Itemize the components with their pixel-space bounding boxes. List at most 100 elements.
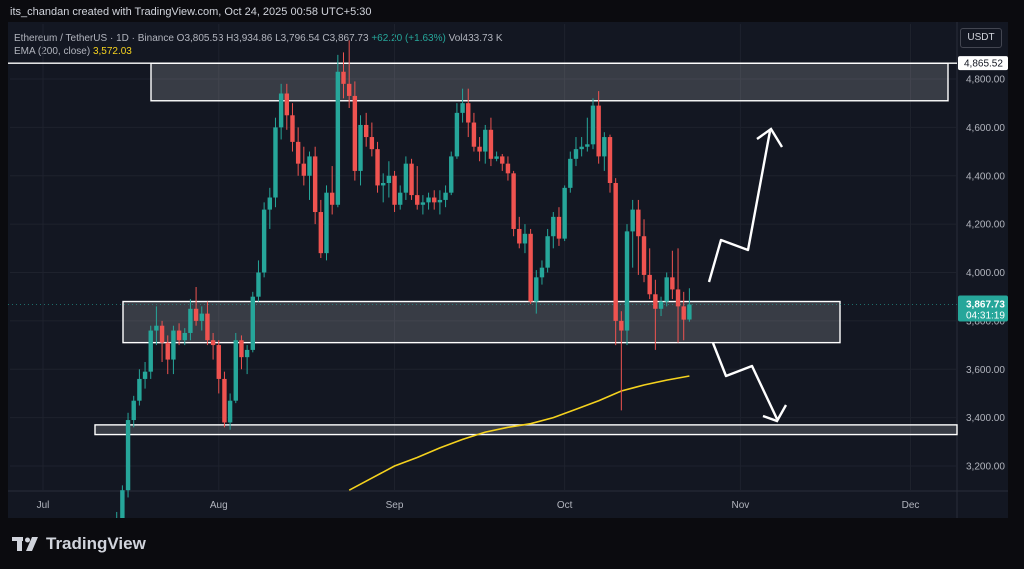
candle-body (188, 308, 193, 333)
candle-body (324, 192, 329, 254)
candle-body (403, 163, 409, 193)
candle-body (454, 112, 460, 157)
candle-body (641, 236, 647, 275)
y-tick-label: 3,200.00 (966, 462, 1005, 473)
candle-body (176, 330, 182, 341)
candle-body (137, 378, 142, 401)
candle-body (267, 197, 272, 210)
tradingview-logo[interactable]: TradingView (12, 534, 146, 554)
candle-body (471, 122, 477, 147)
candle-body (216, 345, 221, 379)
candle-body (278, 93, 284, 128)
y-tick-label: 4,400.00 (966, 171, 1005, 182)
y-tick-label: 4,800.00 (966, 75, 1005, 86)
candle-body (256, 272, 261, 297)
candle-body (602, 137, 607, 157)
change-value: +62.20 (+1.63%) (371, 33, 446, 44)
bullish-arrow (707, 130, 772, 283)
candle-body (607, 137, 613, 184)
y-tick-label: 4,600.00 (966, 123, 1005, 134)
candle-body (295, 141, 301, 164)
candle-body (381, 183, 386, 186)
created-by-text: its_chandan created with TradingView.com… (10, 6, 372, 18)
close-value: C3,867.73 (322, 33, 369, 44)
candle-body (590, 105, 596, 145)
candle-body (290, 115, 295, 142)
candle-body (352, 95, 358, 171)
candle-body (165, 342, 170, 360)
candle-body (483, 129, 488, 152)
candle-body (148, 330, 153, 372)
candle-body (488, 129, 494, 159)
candle-body (244, 349, 250, 358)
chart-frame[interactable] (8, 22, 1008, 518)
candle-body (205, 313, 210, 341)
candle-body (624, 231, 630, 331)
candle-body (210, 340, 216, 346)
candle-body (494, 156, 499, 159)
candle-body (261, 209, 267, 273)
candle-body (534, 277, 539, 302)
footer (0, 518, 1024, 569)
tradingview-logo-icon (12, 537, 38, 551)
brand-name: TradingView (46, 534, 146, 553)
candle-body (636, 209, 641, 237)
candle-body (346, 83, 352, 96)
candle-body (386, 175, 392, 184)
candle-body (120, 490, 125, 520)
candle-body (142, 371, 148, 379)
chart-legend: Ethereum / TetherUS · 1D · Binance O3,80… (14, 32, 503, 58)
candle-body (647, 274, 652, 295)
candle-body (613, 183, 618, 321)
candle-body (409, 163, 414, 196)
candle-body (505, 163, 511, 174)
x-tick-label: Aug (210, 500, 228, 511)
candle-body (250, 296, 255, 350)
candle-body (233, 340, 238, 401)
candle-body (528, 233, 533, 302)
candle-body (568, 158, 573, 188)
candle-body (222, 378, 227, 423)
candle-body (171, 330, 176, 360)
candle-body (199, 313, 204, 321)
candle-body (687, 304, 692, 320)
high-price-label: 4,865.52 (964, 59, 1003, 70)
bullish-arrowhead (756, 127, 784, 148)
candle-body (443, 192, 448, 200)
candle-body (301, 163, 307, 176)
x-tick-label: Dec (902, 500, 920, 511)
candle-body (579, 146, 584, 150)
ema-label[interactable]: EMA (200, close) (14, 46, 91, 57)
current-price-label: 3,867.73 (966, 299, 1005, 310)
candle-body (182, 332, 187, 341)
candle-body (341, 71, 346, 84)
candle-body (227, 400, 233, 423)
candle-body (358, 124, 363, 171)
candle-body (675, 289, 681, 307)
candle-body (511, 173, 516, 229)
candle-body (681, 306, 686, 320)
y-tick-label: 3,800.00 (966, 316, 1005, 327)
bearish-arrowhead (762, 404, 788, 423)
candle-body (551, 216, 556, 237)
candle-body (415, 195, 420, 205)
currency-button[interactable]: USDT (960, 28, 1002, 48)
candle-body (596, 105, 601, 157)
low-value: L3,796.54 (275, 33, 320, 44)
x-tick-label: Jul (37, 500, 50, 511)
candle-body (369, 137, 375, 150)
volume-value: Vol433.73 K (448, 33, 503, 44)
candle-body (466, 103, 471, 123)
candle-body (670, 277, 675, 290)
candle-body (420, 202, 426, 205)
x-tick-label: Oct (557, 500, 573, 511)
candle-body (312, 156, 318, 213)
candle-body (426, 197, 431, 203)
candle-body (539, 267, 545, 278)
candle-body (562, 187, 567, 239)
countdown-label: 04:31:19 (966, 310, 1005, 321)
candle-body (460, 103, 465, 113)
candle-body (239, 340, 244, 358)
symbol-label[interactable]: Ethereum / TetherUS · 1D · Binance (14, 33, 174, 44)
